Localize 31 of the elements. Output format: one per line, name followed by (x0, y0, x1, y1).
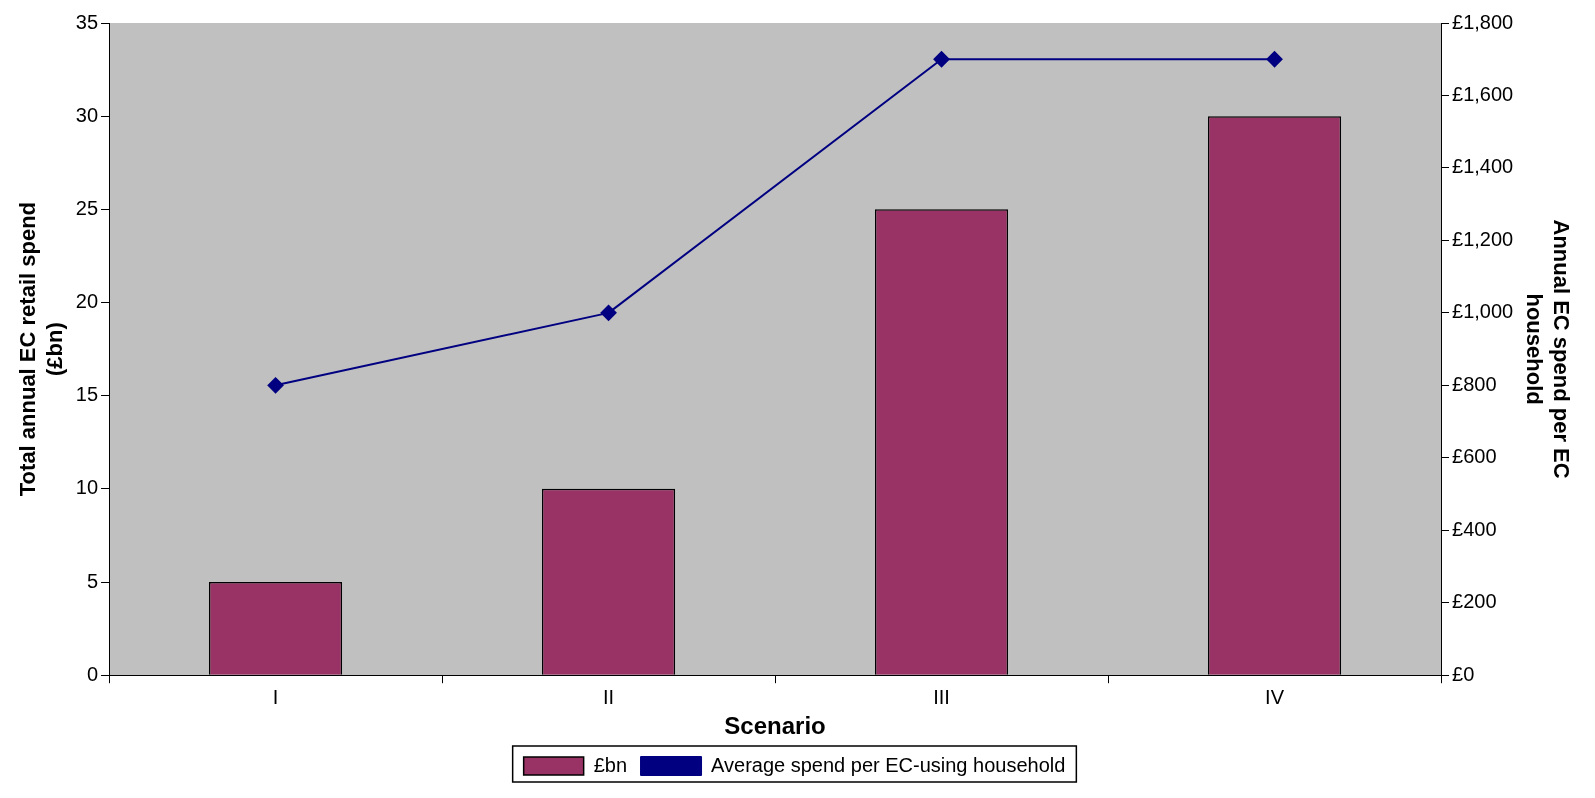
y-tick-label: 25 (75, 196, 99, 219)
x-tick-label: IV (1265, 685, 1285, 708)
y-tick-label: 0 (86, 662, 99, 685)
y-tick-label: 15 (75, 383, 99, 406)
y2-tick-label: £0 (1452, 662, 1475, 685)
y-tick-label: 10 (75, 476, 99, 499)
x-tick-label: I (272, 685, 279, 708)
point (600, 304, 617, 321)
y2-tick-label: £600 (1452, 445, 1497, 468)
point (267, 377, 284, 394)
y-tick-label: 20 (75, 290, 99, 313)
y2-tick-label: £1,800 (1452, 10, 1514, 33)
legend-label: Average spend per EC-using household (711, 753, 1066, 776)
legend-label: £bn (593, 753, 628, 776)
y2-tick-label: £200 (1452, 590, 1497, 613)
point (933, 51, 950, 68)
y-axis-title: Total annual EC retail spend (£bn) (15, 202, 67, 497)
y2-tick-label: £1,000 (1452, 300, 1514, 323)
y2-tick-label: £1,200 (1452, 227, 1514, 250)
y2-tick-label: £400 (1452, 517, 1497, 540)
y-tick-label: 5 (86, 569, 99, 592)
y2-tick-label: £800 (1452, 372, 1497, 395)
y-tick-label: 35 (75, 10, 99, 33)
y2-tick-label: £1,400 (1452, 155, 1514, 178)
y2-tick-label: £1,600 (1452, 82, 1514, 105)
x-tick-label: II (602, 685, 615, 708)
point (1266, 51, 1283, 68)
y-tick-label: 30 (75, 103, 99, 126)
x-tick-label: III (933, 685, 950, 708)
x-axis-title: Scenario (724, 712, 826, 740)
y2-axis-title: Annual EC spend per EC household (1522, 219, 1574, 479)
